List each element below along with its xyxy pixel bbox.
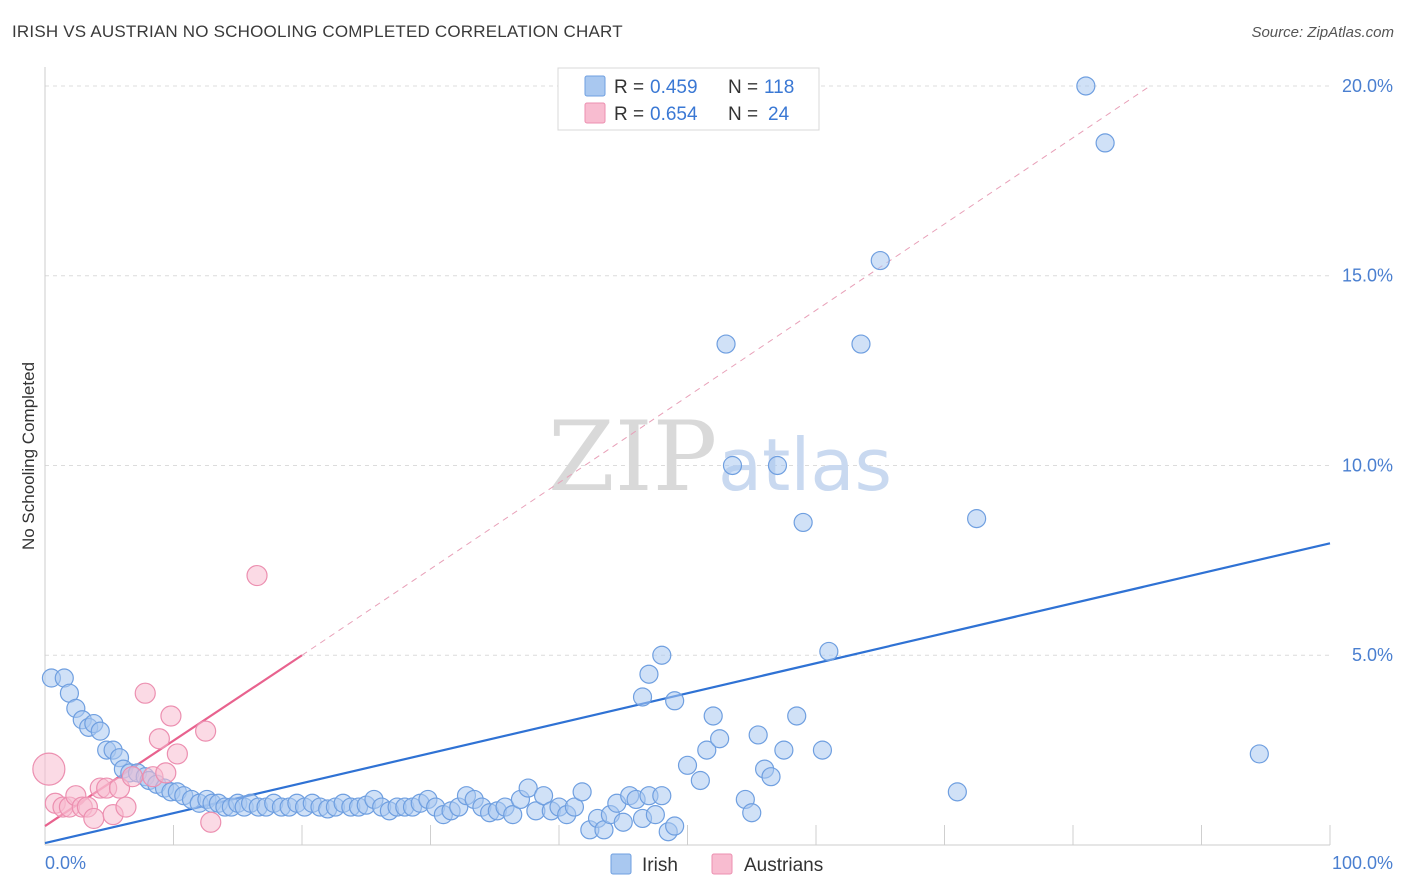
y-tick-label: 5.0% <box>1352 645 1393 665</box>
point-irish <box>812 740 833 760</box>
point-irish <box>639 664 659 684</box>
point-austrians <box>83 807 105 830</box>
axes <box>44 67 1330 846</box>
point-irish <box>947 782 967 802</box>
stats-legend: R = 0.459 N = 118 R = 0.654 N = 24 <box>557 67 820 131</box>
point-irish <box>774 740 794 760</box>
y-tick-label: 10.0% <box>1342 455 1393 475</box>
point-irish <box>652 786 672 806</box>
chart-title: IRISH VS AUSTRIAN NO SCHOOLING COMPLETED… <box>12 22 623 41</box>
point-austrians <box>166 743 188 765</box>
point-irish <box>742 803 762 823</box>
point-irish <box>787 706 807 726</box>
point-irish <box>703 706 723 726</box>
series-irish <box>41 76 1269 842</box>
legend-n-value-irish: 118 <box>764 77 794 98</box>
y-axis-label: No Schooling Completed <box>19 362 38 550</box>
point-austrians <box>32 752 66 786</box>
legend-n-label: N = <box>728 77 758 98</box>
point-irish <box>632 687 653 707</box>
trend-line-irish <box>44 542 1331 845</box>
watermark: ZIP atlas <box>548 401 892 513</box>
point-irish <box>518 778 538 798</box>
legend-swatch-austrians <box>584 102 606 124</box>
legend-n-value-austrians: 24 <box>768 104 790 125</box>
point-irish <box>90 721 110 741</box>
point-austrians <box>200 811 222 833</box>
watermark-atlas: atlas <box>718 423 892 507</box>
point-irish <box>665 691 685 711</box>
point-irish <box>722 455 743 476</box>
point-irish <box>870 250 890 271</box>
bottom-legend-austrians: Austrians <box>744 855 823 876</box>
bottom-legend-swatch-austrians <box>711 853 733 875</box>
point-irish <box>851 334 871 354</box>
y-tick-label: 15.0% <box>1342 266 1393 286</box>
point-irish <box>967 509 987 529</box>
point-austrians <box>246 564 268 587</box>
point-irish <box>767 455 788 476</box>
series-legend: Irish Austrians <box>610 853 823 876</box>
legend-r-label: R = <box>614 77 644 98</box>
point-austrians <box>148 728 170 750</box>
legend-n-label: N = <box>728 104 758 125</box>
point-irish <box>572 782 592 802</box>
legend-r-value-austrians: 0.654 <box>650 104 698 125</box>
bottom-legend-irish: Irish <box>642 855 678 876</box>
x-tick-label: 0.0% <box>45 853 86 873</box>
point-austrians <box>134 682 156 704</box>
point-irish <box>793 512 813 533</box>
point-irish <box>652 645 672 665</box>
trend-extension-austrians <box>301 85 1151 656</box>
point-irish <box>690 770 710 791</box>
x-tick-label: 100.0% <box>1332 853 1393 873</box>
series-austrians <box>32 564 268 833</box>
point-irish <box>697 740 717 760</box>
point-irish <box>819 641 839 662</box>
point-irish <box>677 755 698 775</box>
point-irish <box>1095 133 1115 153</box>
point-austrians <box>121 766 143 788</box>
y-tick-label: 20.0% <box>1342 76 1393 96</box>
point-austrians <box>155 762 177 784</box>
point-irish <box>613 812 633 832</box>
point-irish <box>665 816 685 836</box>
watermark-zip: ZIP <box>548 401 717 513</box>
data-points <box>32 76 1269 842</box>
point-irish <box>503 805 523 825</box>
bottom-legend-swatch-irish <box>610 853 632 875</box>
legend-r-value-irish: 0.459 <box>650 77 698 98</box>
point-austrians <box>115 796 137 818</box>
y-tick-labels: 5.0% 10.0% 15.0% 20.0% <box>1342 76 1393 665</box>
point-irish <box>645 805 665 825</box>
point-irish <box>1076 76 1096 96</box>
legend-r-label: R = <box>614 104 644 125</box>
x-tick-labels: 0.0% 100.0% <box>45 853 1393 873</box>
source-label: Source: ZipAtlas.com <box>1251 24 1394 41</box>
point-austrians <box>195 720 217 742</box>
point-austrians <box>160 705 182 727</box>
point-irish <box>533 786 554 806</box>
point-irish <box>710 729 730 749</box>
point-irish <box>1249 744 1269 764</box>
point-irish <box>564 797 585 817</box>
point-irish <box>761 767 781 787</box>
point-irish <box>716 334 736 354</box>
legend-swatch-irish <box>584 75 606 97</box>
point-irish <box>748 725 768 745</box>
